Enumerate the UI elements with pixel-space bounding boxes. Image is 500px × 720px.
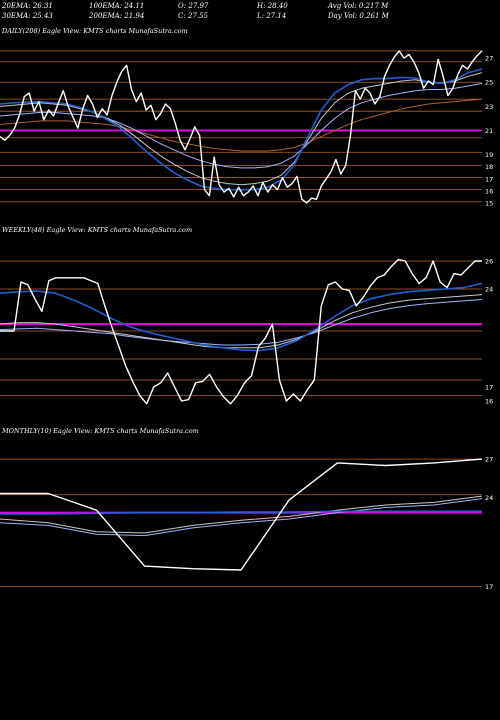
weekly-chart: 26 24 17 16 [0, 258, 493, 406]
monthly-chart-title: MONTHLY(10) Eagle View: KMTS charts Muna… [2, 427, 199, 435]
daily-ytick-label: 27 [485, 55, 493, 63]
monthly-ema-fast-line [0, 510, 482, 515]
daily-ytick-label: 15 [485, 199, 493, 207]
daily-ytick-label: 16 [485, 187, 493, 195]
monthly-ema-slow-line [0, 498, 483, 537]
ema200-stat: 200EMA: 21.94 [89, 12, 145, 20]
weekly-ytick-label: 24 [485, 286, 493, 294]
ema20-stat: 20EMA: 26.31 [2, 2, 53, 10]
monthly-ema-mid-line [0, 495, 483, 534]
monthly-price-line [0, 458, 483, 571]
weekly-ema-fast-line [0, 282, 483, 352]
daily-ytick-label: 19 [485, 151, 493, 159]
daily-ytick-label: 17 [485, 175, 493, 183]
daily-chart-title: DAILY(208) Eagle View: KMTS charts Munaf… [2, 27, 188, 35]
weekly-chart-title: WEEKLY(48) Eagle View: KMTS charts Munaf… [2, 226, 193, 234]
daily-ema-mid-line [0, 72, 483, 186]
daily-price-line [0, 50, 483, 204]
avg-vol-stat: Avg Vol: 0.217 M [328, 2, 389, 10]
monthly-chart: 27 24 17 [0, 456, 493, 591]
daily-ytick-label: 25 [485, 79, 493, 87]
day-vol-stat: Day Vol: 0.261 M [328, 12, 389, 20]
monthly-ytick-label: 24 [485, 494, 493, 502]
ema30-stat: 30EMA: 25.43 [2, 12, 53, 20]
weekly-price-line [0, 258, 482, 405]
daily-ytick-label: 23 [485, 103, 493, 111]
weekly-ema-mid-line [0, 294, 483, 349]
daily-ytick-label: 18 [485, 163, 493, 171]
daily-chart: 27 25 23 21 19 18 17 16 15 [0, 50, 493, 207]
close-stat: C: 27.55 [178, 12, 208, 20]
daily-ytick-label: 21 [485, 127, 493, 135]
high-stat: H: 28.40 [257, 2, 288, 10]
weekly-ema-slow-line [0, 299, 483, 346]
daily-ema-fast-line [0, 68, 483, 191]
weekly-ytick-label: 26 [485, 258, 493, 266]
monthly-ytick-label: 27 [485, 456, 493, 464]
open-stat: O: 27.97 [178, 2, 209, 10]
low-stat: L: 27.14 [257, 12, 287, 20]
monthly-ytick-label: 17 [485, 583, 493, 591]
weekly-ytick-label: 17 [485, 384, 493, 392]
daily-ema-slow-line [0, 82, 483, 169]
daily-ema-long-line [0, 98, 483, 152]
ema100-stat: 100EMA: 24.11 [89, 2, 145, 10]
weekly-ytick-label: 16 [485, 398, 493, 406]
